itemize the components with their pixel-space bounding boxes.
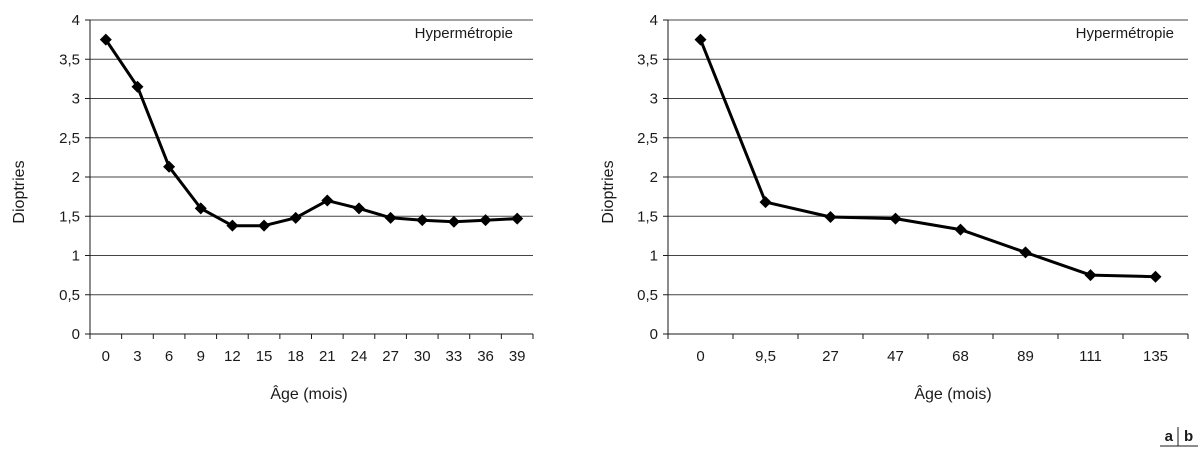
y-tick-label-a: 2,5 <box>59 130 80 147</box>
data-point-b <box>1149 270 1162 283</box>
y-tick-label-a: 4 <box>72 12 80 29</box>
data-point-a <box>258 219 271 232</box>
x-tick-label-b: 68 <box>952 348 969 365</box>
y-tick-label-a: 0 <box>72 326 80 343</box>
y-axis-title-b: Dioptries <box>600 160 617 223</box>
x-tick-label-a: 9 <box>197 348 205 365</box>
panel-labels: a b <box>1160 427 1198 447</box>
y-tick-label-a: 2 <box>72 169 80 186</box>
series-line-a <box>104 38 518 228</box>
data-point-a <box>99 33 112 46</box>
y-tick-label-a: 1 <box>72 248 80 265</box>
y-tick-label-a: 1,5 <box>59 208 80 225</box>
data-point-a <box>479 214 492 227</box>
y-tick-label-b: 3 <box>650 91 658 108</box>
x-tick-label-b: 135 <box>1143 348 1168 365</box>
x-tick-label-a: 33 <box>446 348 463 365</box>
x-tick-label-a: 12 <box>224 348 241 365</box>
y-tick-label-b: 0,5 <box>637 287 658 304</box>
x-tick-label-a: 27 <box>382 348 399 365</box>
data-point-a <box>384 211 397 224</box>
data-point-a <box>352 202 365 215</box>
y-tick-label-b: 2 <box>650 169 658 186</box>
y-tick-label-a: 3,5 <box>59 51 80 68</box>
data-point-a <box>163 160 176 173</box>
chart-panel-a: Hypermétropie Âge (mois) Dioptries 0 0,5 1… <box>11 12 534 403</box>
data-point-b <box>954 223 967 236</box>
x-tick-label-b: 0 <box>696 348 704 365</box>
data-point-b <box>1019 246 1032 259</box>
data-point-a <box>321 194 334 207</box>
data-point-a <box>511 212 524 225</box>
x-tick-label-b: 47 <box>887 348 904 365</box>
data-point-b <box>694 33 707 46</box>
x-tick-label-a: 15 <box>256 348 273 365</box>
x-tick-label-a: 18 <box>287 348 304 365</box>
panel-label-a: a <box>1165 428 1174 445</box>
x-axis-title-b: Âge (mois) <box>914 384 991 403</box>
y-tick-label-b: 1 <box>650 248 658 265</box>
y-tick-label-a: 0,5 <box>59 287 80 304</box>
y-tick-label-b: 4 <box>650 12 658 29</box>
data-point-b <box>824 211 837 224</box>
x-tick-label-a: 39 <box>509 348 526 365</box>
x-tick-label-b: 89 <box>1017 348 1034 365</box>
x-tick-label-a: 21 <box>319 348 336 365</box>
data-point-a <box>416 214 429 227</box>
chart-title-a: Hypermétropie <box>415 25 513 42</box>
data-point-a <box>194 202 207 215</box>
x-tick-label-a: 24 <box>351 348 368 365</box>
data-point-b <box>759 196 772 209</box>
y-tick-label-b: 1,5 <box>637 208 658 225</box>
data-point-b <box>889 212 902 225</box>
y-tick-label-b: 3,5 <box>637 51 658 68</box>
series-line-b <box>699 39 1156 279</box>
data-point-a <box>226 219 239 232</box>
x-tick-label-b: 9,5 <box>755 348 776 365</box>
x-tick-label-a: 30 <box>414 348 431 365</box>
data-point-a <box>447 215 460 228</box>
y-tick-label-b: 0 <box>650 326 658 343</box>
x-tick-label-b: 27 <box>822 348 839 365</box>
data-point-b <box>1084 269 1097 282</box>
data-point-a <box>289 211 302 224</box>
x-tick-label-a: 6 <box>165 348 173 365</box>
x-axis-title-a: Âge (mois) <box>270 384 347 403</box>
y-tick-label-a: 3 <box>72 91 80 108</box>
y-axis-title-a: Dioptries <box>11 160 28 223</box>
chart-title-b: Hypermétropie <box>1076 25 1174 42</box>
x-tick-label-a: 0 <box>102 348 110 365</box>
x-tick-label-a: 36 <box>477 348 494 365</box>
data-point-a <box>131 80 144 93</box>
panel-label-b: b <box>1184 428 1193 445</box>
chart-panel-b: Hypermétropie Âge (mois) Dioptries 0 0,5 1… <box>600 12 1189 403</box>
x-tick-label-a: 3 <box>133 348 141 365</box>
y-tick-label-b: 2,5 <box>637 130 658 147</box>
x-tick-label-b: 111 <box>1079 348 1102 365</box>
